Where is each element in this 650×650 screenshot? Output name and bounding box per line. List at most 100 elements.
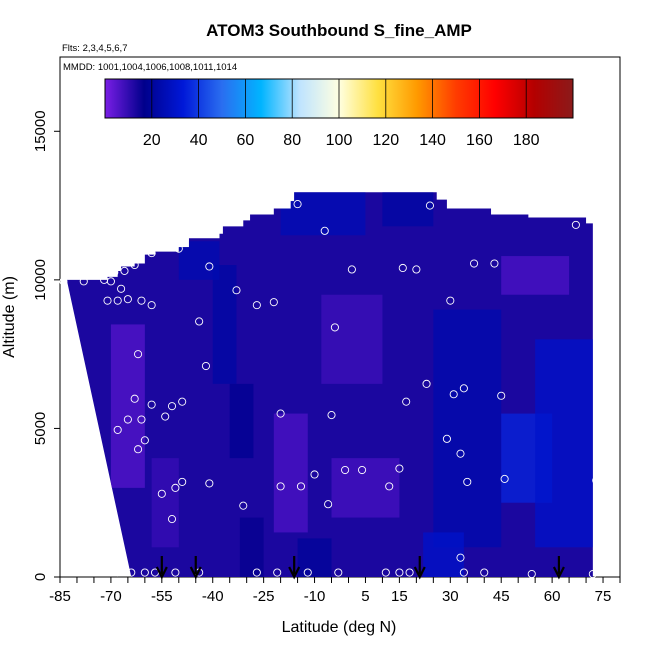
y-tick-label: 0 <box>32 573 49 581</box>
sample-point <box>310 470 319 479</box>
sample-point <box>113 568 122 577</box>
sample-point <box>449 390 458 399</box>
sample-point <box>140 568 149 577</box>
y-axis-label: Altitude (m) <box>1 276 18 358</box>
colorbar-tick-label: 140 <box>419 132 446 149</box>
sample-point <box>167 402 177 411</box>
sample-point <box>171 568 180 577</box>
sample-point <box>459 384 468 393</box>
sample-point <box>130 260 139 270</box>
sample-point <box>232 286 241 295</box>
sample-point <box>296 482 306 491</box>
x-axis: -85 -70 -55 -40 -25 -10 5 15 30 45 60 75 <box>49 577 621 605</box>
x-tick-label: 75 <box>595 588 612 605</box>
heat-cell <box>229 383 254 459</box>
colorbar-tick-label: 80 <box>283 132 301 149</box>
sample-point <box>178 477 187 486</box>
sample-point <box>276 409 285 418</box>
y-tick-label: 5000 <box>32 412 49 445</box>
sample-point <box>470 259 479 268</box>
heat-cell <box>280 192 366 236</box>
sample-point <box>276 482 285 491</box>
x-tick-label: -25 <box>253 588 275 605</box>
y-tick-label: 10000 <box>32 259 49 301</box>
sample-point <box>195 317 204 326</box>
heat-cell <box>151 458 179 548</box>
sample-point <box>422 379 431 388</box>
sample-point <box>252 301 261 310</box>
sample-point <box>497 391 506 400</box>
sample-point <box>147 400 156 409</box>
heat-cell <box>273 413 308 533</box>
sample-point <box>402 397 411 406</box>
flight-arrow <box>413 556 426 580</box>
heat-cell <box>212 265 237 384</box>
sample-point <box>327 411 336 420</box>
sample-points <box>59 200 601 579</box>
sample-point <box>106 277 115 286</box>
sample-point <box>239 501 248 510</box>
sample-point <box>358 465 367 475</box>
sample-point <box>385 482 394 491</box>
sample-point <box>127 568 136 577</box>
sample-point <box>592 476 601 485</box>
sample-point <box>347 265 356 274</box>
sample-point <box>140 436 149 445</box>
y-tick-label: 15000 <box>32 110 49 152</box>
sample-point <box>157 489 166 498</box>
heat-cell <box>501 256 570 295</box>
colorbar-tick-label: 20 <box>143 132 161 149</box>
sample-point <box>205 262 214 271</box>
sample-point <box>480 568 489 577</box>
y-axis: 0 5000 10000 15000 <box>32 110 60 581</box>
sample-point <box>459 568 468 577</box>
sample-point <box>110 268 119 277</box>
sample-point <box>134 350 143 359</box>
flight-arrow <box>288 556 301 580</box>
sample-point <box>330 323 339 332</box>
sample-point <box>293 200 302 209</box>
sample-point <box>446 296 455 305</box>
x-tick-label: 15 <box>391 588 408 605</box>
sample-point <box>137 296 146 305</box>
sample-point <box>303 568 312 577</box>
sample-point <box>178 397 187 406</box>
sample-point <box>205 479 214 488</box>
heat-cell <box>535 339 593 548</box>
colorbar-tick-label: 40 <box>190 132 208 149</box>
sample-point <box>500 474 509 483</box>
heat-cell <box>297 538 332 577</box>
colorbar-tick-label: 160 <box>466 132 493 149</box>
sample-point <box>123 415 132 424</box>
sample-point <box>456 449 465 458</box>
x-tick-label: -70 <box>100 588 122 605</box>
sample-point <box>527 569 536 579</box>
sample-point <box>405 568 414 577</box>
sample-point <box>252 568 261 577</box>
sample-point <box>174 244 183 253</box>
heat-cell <box>178 241 220 280</box>
colorbar-tick-label: 100 <box>326 132 353 149</box>
sample-point <box>425 201 434 210</box>
heat-cell <box>433 309 502 548</box>
x-tick-label: 5 <box>361 588 369 605</box>
x-tick-label: -85 <box>49 588 71 605</box>
sample-point <box>161 412 170 421</box>
sample-point <box>130 394 139 403</box>
sample-point <box>79 277 88 286</box>
sample-point <box>201 361 210 371</box>
sample-point <box>273 568 282 577</box>
mmdd-label: MMDD: 1001,1004,1006,1008,1011,1014 <box>63 62 237 73</box>
sample-point <box>167 515 177 524</box>
sample-point <box>571 220 580 229</box>
sample-point <box>113 425 122 434</box>
colorbar-tick-label: 60 <box>237 132 255 149</box>
sample-point <box>490 259 499 268</box>
sample-point <box>442 434 451 443</box>
x-tick-label: 60 <box>544 588 561 605</box>
chart-title: ATOM3 Southbound S_fine_AMP <box>206 21 472 40</box>
heat-cell <box>331 458 400 518</box>
heat-cell <box>239 517 264 577</box>
sample-point <box>103 296 112 305</box>
